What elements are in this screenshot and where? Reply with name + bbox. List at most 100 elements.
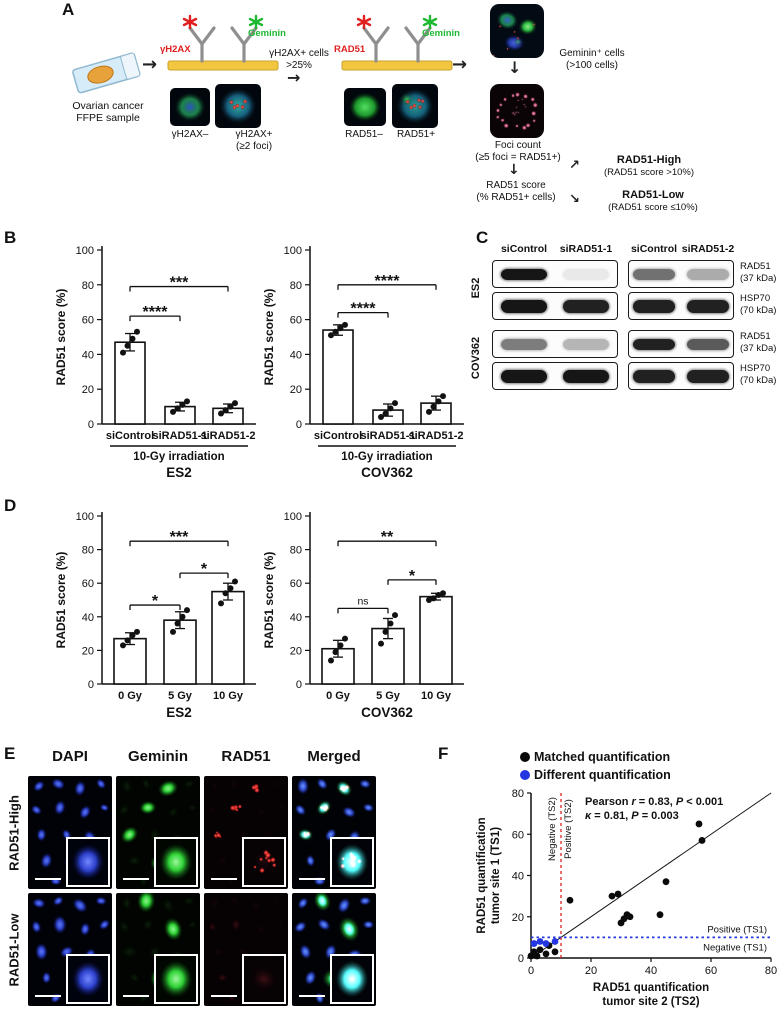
column-header-geminin: Geminin: [127, 748, 188, 765]
rad51-pos-caption: RAD51+: [396, 129, 436, 140]
svg-text:0 Gy: 0 Gy: [118, 690, 143, 702]
arrow-right-icon: →: [287, 68, 301, 87]
antibody-schematic-gh2ax: γH2AX Geminin: [160, 14, 286, 71]
antibody-icon: [362, 26, 432, 63]
svg-text:20: 20: [512, 912, 524, 924]
blot-lane-header: siRAD51-1: [559, 243, 613, 255]
svg-text:RAD51 quantification: RAD51 quantification: [476, 817, 488, 933]
red-label: γH2AX: [160, 44, 191, 55]
scale-bar: [123, 878, 149, 880]
svg-text:60: 60: [82, 315, 94, 327]
svg-text:80: 80: [290, 545, 302, 557]
ffpe-sample-caption: Ovarian cancer FFPE sample: [72, 100, 144, 125]
svg-text:20: 20: [290, 384, 302, 396]
arrow-right-icon: →: [452, 54, 468, 75]
red-fluor-tag-icon: [356, 14, 372, 30]
svg-text:60: 60: [290, 315, 302, 327]
protein-band: [633, 369, 675, 383]
svg-text:0: 0: [518, 953, 524, 965]
svg-text:ES2: ES2: [166, 465, 192, 480]
arrow-right-icon: →: [142, 54, 158, 75]
blot-lane-header: siRAD51-2: [681, 243, 735, 255]
svg-text:40: 40: [290, 349, 302, 361]
protein-label: RAD51 (37 kDa): [740, 331, 777, 355]
rad51-low-title: RAD51-Low: [622, 189, 684, 201]
svg-text:100: 100: [76, 245, 94, 257]
svg-text:*: *: [409, 568, 416, 585]
svg-text:100: 100: [76, 511, 94, 523]
rad51-neg-caption: RAD51–: [345, 129, 383, 140]
protein-band: [563, 299, 609, 313]
arrow-down-icon: ↓: [508, 162, 520, 178]
slide-bar: [167, 60, 279, 71]
svg-text:20: 20: [82, 645, 94, 657]
panel-label-e: E: [4, 744, 16, 763]
micrograph-geminin-high: [116, 776, 200, 889]
protein-band: [563, 369, 609, 383]
svg-text:Matched quantification: Matched quantification: [534, 750, 670, 764]
protein-band: [501, 268, 547, 280]
micrograph-merged-low: [292, 893, 376, 1006]
gh2ax-negative-cell-image: [170, 88, 210, 126]
panel-label-d: D: [4, 496, 17, 515]
svg-text:100: 100: [284, 511, 302, 523]
column-header-dapi: DAPI: [52, 748, 88, 765]
svg-text:10-Gy irradiation: 10-Gy irradiation: [341, 451, 432, 463]
inset-image: [242, 837, 286, 887]
svg-text:10 Gy: 10 Gy: [421, 690, 452, 702]
svg-text:COV362: COV362: [361, 705, 413, 720]
svg-text:60: 60: [82, 578, 94, 590]
protein-band: [501, 299, 547, 313]
gh2ax-threshold-caption: γH2AX+ cells >25%: [269, 48, 329, 71]
scale-bar: [35, 995, 61, 997]
cell-line-label: ES2: [470, 277, 482, 299]
svg-text:ns: ns: [357, 595, 368, 607]
scale-bar: [299, 878, 325, 880]
green-fluor-tag-icon: [248, 14, 264, 30]
rad51-score-caption: RAD51 score (% RAD51+ cells): [476, 180, 556, 203]
gh2ax-neg-caption: γH2AX–: [171, 129, 209, 140]
svg-text:0: 0: [296, 419, 302, 431]
svg-text:ES2: ES2: [166, 705, 192, 720]
svg-text:RAD51 score (%): RAD51 score (%): [54, 289, 68, 386]
protein-label: RAD51 (37 kDa): [740, 261, 777, 285]
bar-chart-d-cov362: 0 20 40 60 80 100 RAD51 score (%) 0 Gy 5 Gy 10 Gy…: [262, 511, 464, 720]
micrograph-geminin-low: [116, 893, 200, 1006]
svg-text:40: 40: [645, 965, 657, 977]
svg-text:60: 60: [290, 578, 302, 590]
inset-image: [330, 837, 374, 887]
svg-text:40: 40: [290, 612, 302, 624]
svg-text:80: 80: [765, 965, 777, 977]
protein-label: HSP70 (70 kDa): [740, 363, 777, 387]
ffpe-slide-icon: [72, 52, 141, 94]
svg-text:COV362: COV362: [361, 465, 413, 480]
protein-band: [633, 299, 675, 313]
svg-text:10 Gy: 10 Gy: [213, 690, 244, 702]
svg-text:tumor site 2 (TS2): tumor site 2 (TS2): [602, 996, 699, 1008]
svg-text:tumor site 1 (TS1): tumor site 1 (TS1): [490, 827, 502, 924]
micrograph-merged-high: [292, 776, 376, 889]
svg-text:0: 0: [88, 419, 94, 431]
bar-chart-d-es2: 0 20 40 60 80 100 RAD51 score (%) 0 Gy 5 Gy 10 Gy…: [54, 511, 256, 720]
inset-image: [66, 837, 110, 887]
svg-text:**: **: [381, 529, 394, 546]
svg-text:siRAD51-1: siRAD51-1: [152, 430, 207, 442]
row-label-rad51-high: RAD51-High: [6, 795, 22, 871]
svg-text:siRAD51-2: siRAD51-2: [200, 430, 255, 442]
svg-text:Pearson r = 0.83, P < 0.001: Pearson r = 0.83, P < 0.001: [585, 796, 723, 808]
protein-band: [563, 338, 609, 350]
row-label-rad51-low: RAD51-Low: [6, 913, 22, 987]
rad51-positive-cell-image: [392, 84, 438, 128]
svg-text:60: 60: [512, 829, 524, 841]
gh2ax-positive-cell-image: [215, 84, 261, 128]
svg-text:*: *: [201, 561, 208, 578]
svg-text:***: ***: [170, 275, 189, 292]
inset-image: [154, 954, 198, 1004]
micrograph-dapi-high: [28, 776, 112, 889]
svg-text:5 Gy: 5 Gy: [168, 690, 193, 702]
slide-bar: [341, 60, 453, 71]
geminin-cells-caption: Geminin⁺ cells (>100 cells): [559, 48, 625, 71]
